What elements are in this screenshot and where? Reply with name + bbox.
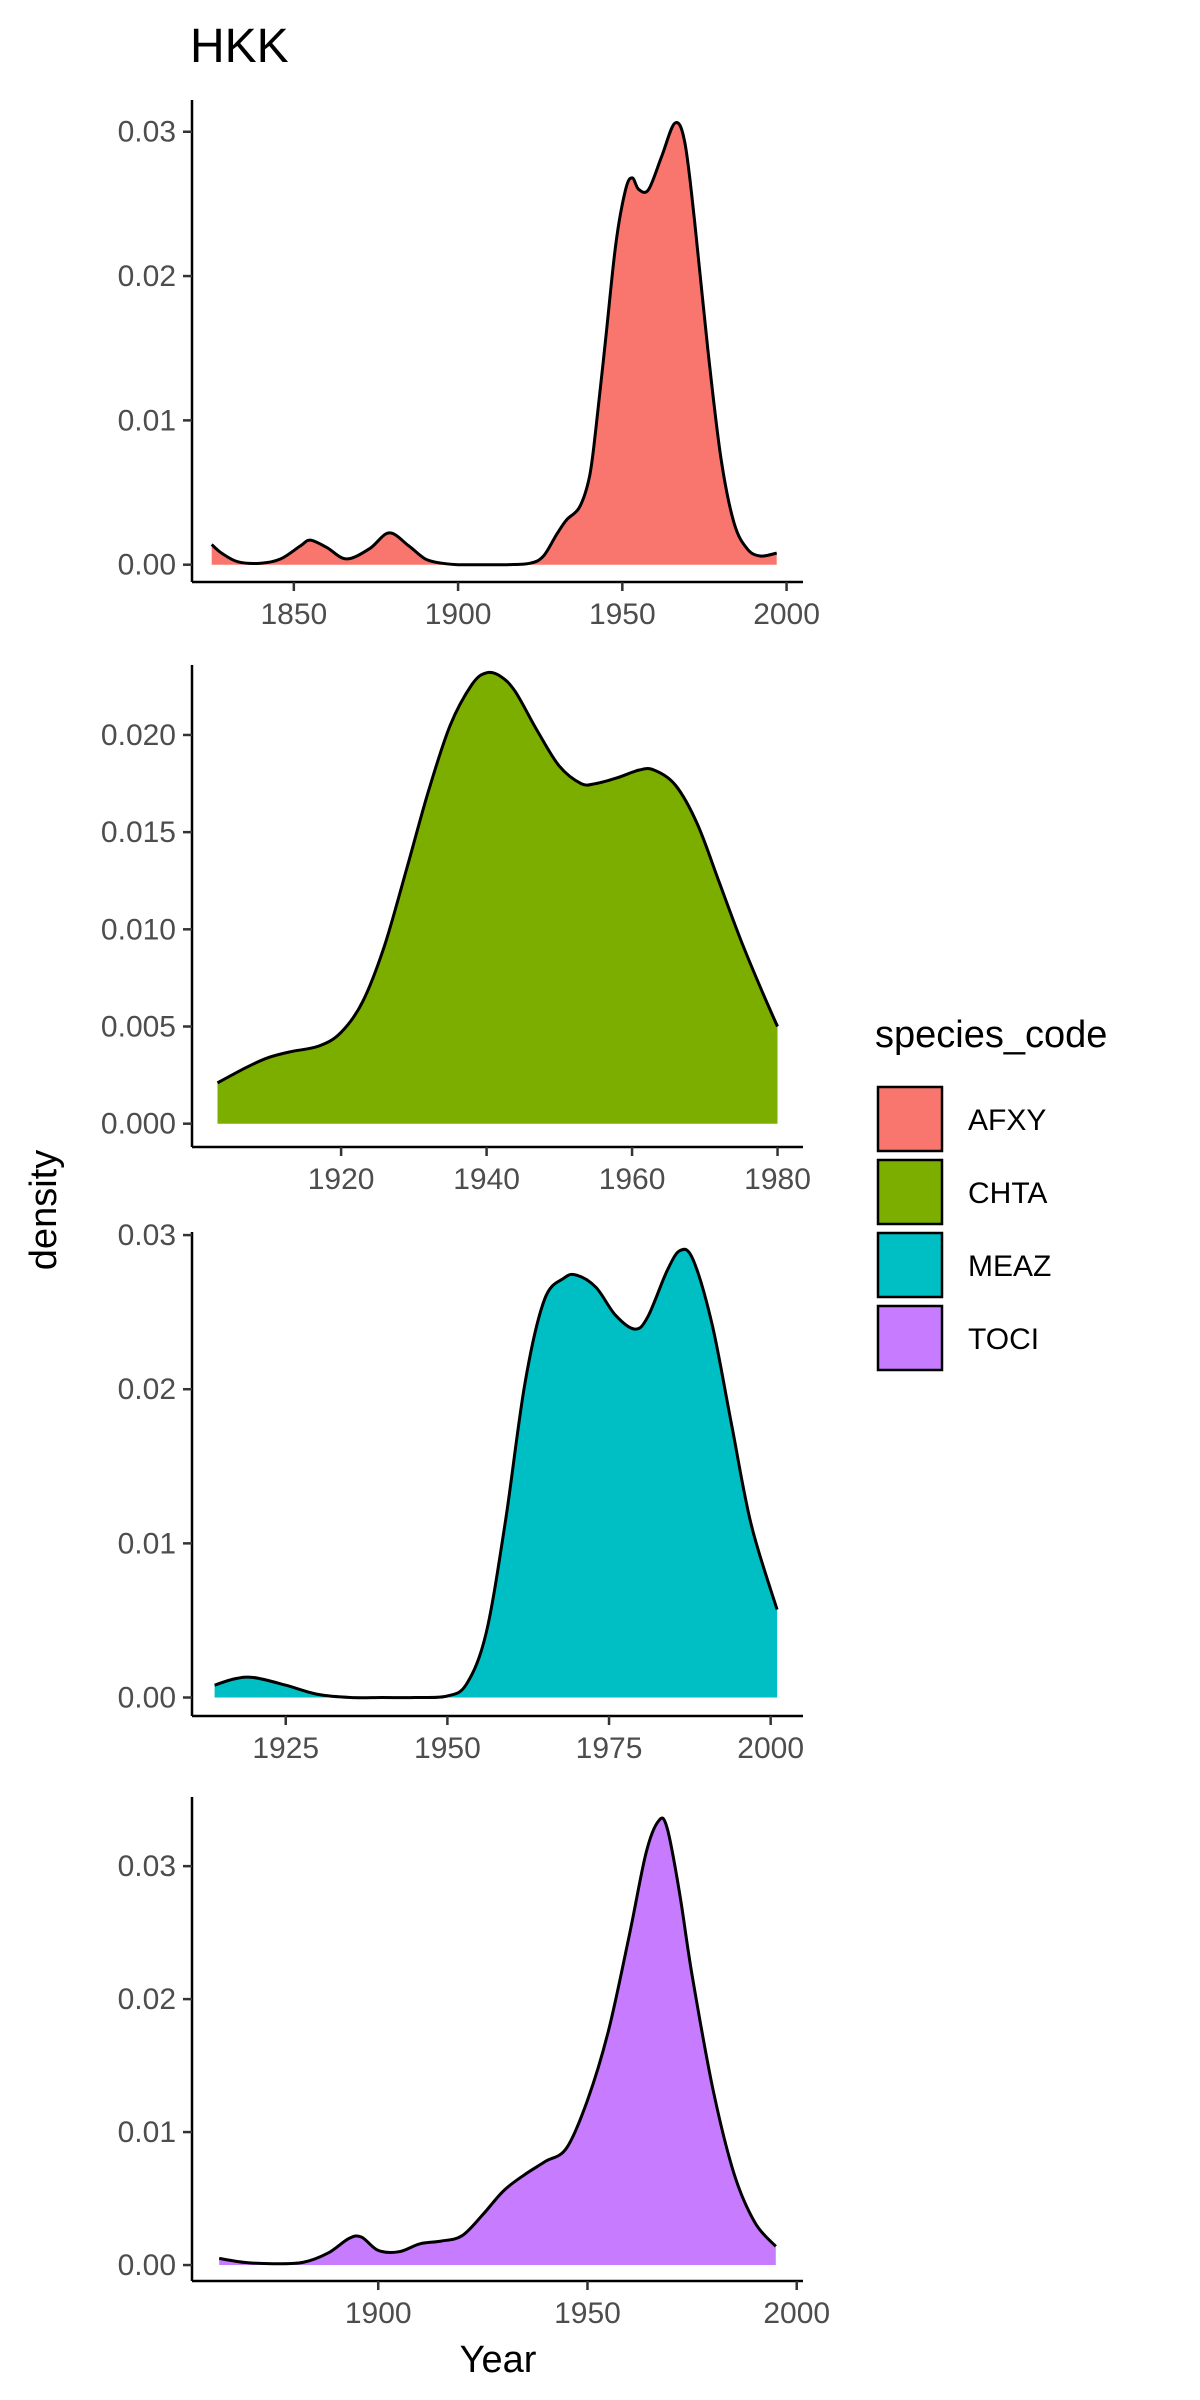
x-axis-title: Year bbox=[460, 2339, 537, 2381]
y-tick-label: 0.00 bbox=[118, 549, 176, 582]
x-tick-label: 1975 bbox=[576, 1732, 643, 1765]
y-tick-label: 0.02 bbox=[118, 260, 176, 293]
legend-key bbox=[876, 1085, 944, 1153]
x-tick-label: 1850 bbox=[260, 598, 327, 631]
legend-key bbox=[876, 1304, 944, 1372]
legend-items: AFXY CHTA MEAZ TOCI bbox=[876, 1085, 1051, 1372]
x-tick-label: 2000 bbox=[753, 598, 820, 631]
legend-title: species_code bbox=[875, 1014, 1107, 1056]
y-tick-label: 0.020 bbox=[101, 719, 176, 752]
legend-item-afxy: AFXY bbox=[876, 1085, 1046, 1153]
panel-afxy: 0.00 0.01 0.02 0.03 1850 1900 1950 2000 bbox=[118, 100, 820, 631]
density-area bbox=[214, 1249, 778, 1698]
y-tick-label: 0.005 bbox=[101, 1011, 176, 1044]
legend-label: MEAZ bbox=[968, 1250, 1051, 1283]
density-curve bbox=[216, 670, 779, 1085]
panel-toci: 0.00 0.01 0.02 0.03 1900 1950 2000 bbox=[118, 1797, 830, 2330]
legend-key bbox=[876, 1158, 944, 1226]
y-tick-label: 0.010 bbox=[101, 913, 176, 946]
y-tick-label: 0.03 bbox=[118, 116, 176, 149]
density-curve bbox=[210, 121, 778, 567]
y-tick-label: 0.02 bbox=[118, 1983, 176, 2016]
legend-label: AFXY bbox=[968, 1104, 1046, 1137]
x-tick-label: 1920 bbox=[308, 1163, 375, 1196]
x-tick-label: 2000 bbox=[737, 1732, 804, 1765]
legend-item-chta: CHTA bbox=[876, 1158, 1047, 1226]
y-tick-label: 0.01 bbox=[118, 404, 176, 437]
x-tick-label: 2000 bbox=[763, 2297, 830, 2330]
y-tick-label: 0.03 bbox=[118, 1850, 176, 1883]
x-tick-label: 1960 bbox=[599, 1163, 666, 1196]
x-tick-label: 1950 bbox=[554, 2297, 621, 2330]
x-tick-label: 1925 bbox=[252, 1732, 319, 1765]
density-area bbox=[217, 672, 778, 1124]
density-curve bbox=[214, 1247, 779, 1700]
density-area bbox=[219, 1817, 776, 2265]
panel-meaz: 0.00 0.01 0.02 0.03 1925 1950 1975 2000 bbox=[118, 1219, 804, 1765]
density-curve bbox=[218, 1816, 777, 2266]
y-axis-title: density bbox=[23, 1150, 65, 1270]
x-tick-label: 1950 bbox=[414, 1732, 481, 1765]
x-tick-label: 1940 bbox=[453, 1163, 520, 1196]
y-tick-label: 0.00 bbox=[118, 2249, 176, 2282]
y-tick-label: 0.015 bbox=[101, 816, 176, 849]
legend-label: CHTA bbox=[968, 1177, 1047, 1210]
density-area bbox=[211, 122, 777, 565]
x-tick-label: 1980 bbox=[744, 1163, 811, 1196]
legend: species_code AFXY CHTA MEAZ TOCI bbox=[875, 1014, 1107, 1372]
y-tick-label: 0.03 bbox=[118, 1219, 176, 1252]
y-tick-label: 0.02 bbox=[118, 1373, 176, 1406]
y-tick-label: 0.01 bbox=[118, 1527, 176, 1560]
legend-item-meaz: MEAZ bbox=[876, 1231, 1051, 1299]
legend-item-toci: TOCI bbox=[876, 1304, 1039, 1372]
legend-label: TOCI bbox=[968, 1323, 1039, 1356]
plot-title: HKK bbox=[190, 20, 289, 73]
y-tick-label: 0.00 bbox=[118, 1682, 176, 1715]
x-tick-label: 1900 bbox=[345, 2297, 412, 2330]
panel-chta: 0.000 0.005 0.010 0.015 0.020 1920 1940 1960 198… bbox=[101, 665, 811, 1196]
y-tick-label: 0.000 bbox=[101, 1108, 176, 1141]
x-tick-label: 1900 bbox=[425, 598, 492, 631]
x-tick-label: 1950 bbox=[589, 598, 656, 631]
legend-key bbox=[876, 1231, 944, 1299]
y-tick-label: 0.01 bbox=[118, 2116, 176, 2149]
